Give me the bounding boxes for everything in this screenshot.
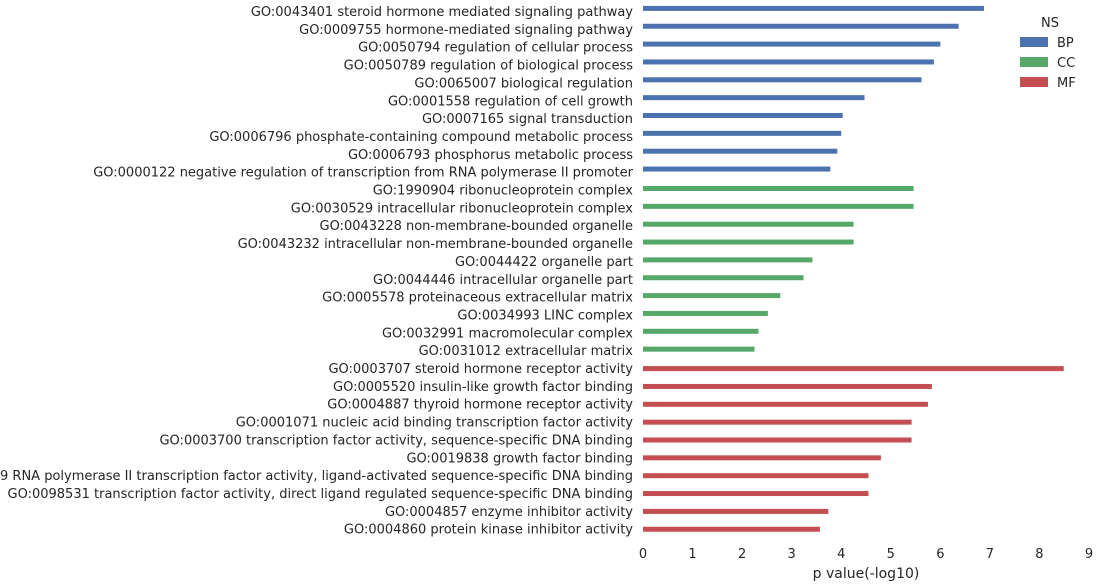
bar-12 <box>643 203 914 209</box>
bar-28 <box>643 491 869 497</box>
bar-1 <box>643 5 984 11</box>
category-label-7: GO:0007165 signal transduction <box>422 112 633 127</box>
x-axis-ticks: 0 1 2 3 4 5 6 7 8 9 <box>639 547 1093 562</box>
bar-13 <box>643 221 854 227</box>
legend-entries: BP CC MF <box>1020 36 1076 91</box>
bar-21 <box>643 366 1064 372</box>
category-label-30: GO:0004860 protein kinase inhibitor acti… <box>344 523 633 538</box>
category-label-19: GO:0032991 macromolecular complex <box>382 326 633 341</box>
category-label-9: GO:0006793 phosphorus metabolic process <box>348 148 633 163</box>
bar-15 <box>643 257 813 263</box>
bar-24 <box>643 419 912 425</box>
x-tick-label-4: 4 <box>837 547 845 562</box>
bar-2 <box>643 23 959 29</box>
bar-7 <box>643 113 843 118</box>
category-label-17: GO:0005578 proteinaceous extracellular m… <box>322 291 633 306</box>
category-label-25: GO:0003700 transcription factor activity… <box>159 433 633 448</box>
category-label-3: GO:0050794 regulation of cellular proces… <box>358 41 633 56</box>
bar-25 <box>643 437 912 443</box>
x-tick-label-5: 5 <box>887 547 895 562</box>
legend-label-cc: CC <box>1057 56 1075 71</box>
legend-label-bp: BP <box>1057 36 1074 51</box>
bar-29 <box>643 508 829 514</box>
bar-11 <box>643 186 914 191</box>
x-tick-label-8: 8 <box>1035 547 1043 562</box>
category-label-11: GO:1990904 ribonucleoprotein complex <box>373 184 634 199</box>
category-label-13: GO:0043228 non-membrane-bounded organell… <box>320 219 634 234</box>
category-label-20: GO:0031012 extracellular matrix <box>419 344 634 359</box>
category-label-4: GO:0050789 regulation of biological proc… <box>344 59 634 74</box>
category-label-1: GO:0043401 steroid hormone mediated sign… <box>251 5 633 20</box>
bar-10 <box>643 166 831 172</box>
bar-19 <box>643 328 759 334</box>
x-tick-label-9: 9 <box>1085 547 1093 562</box>
bar-3 <box>643 41 941 47</box>
x-tick-label-6: 6 <box>936 547 944 562</box>
x-tick-label-1: 1 <box>688 547 696 562</box>
category-label-2: GO:0009755 hormone-mediated signaling pa… <box>299 23 633 38</box>
category-label-8: GO:0006796 phosphate-containing compound… <box>209 130 633 145</box>
bar-22 <box>643 383 932 389</box>
category-label-6: GO:0001558 regulation of cell growth <box>388 94 633 109</box>
category-labels: GO:0043401 steroid hormone mediated sign… <box>0 5 634 538</box>
category-label-27: GO:0004879 RNA polymerase II transcripti… <box>0 469 633 484</box>
bar-9 <box>643 148 838 154</box>
bar-20 <box>643 346 755 352</box>
category-label-28: GO:0098531 transcription factor activity… <box>8 487 633 502</box>
legend-label-mf: MF <box>1057 76 1076 91</box>
category-label-22: GO:0005520 insulin-like growth factor bi… <box>333 380 633 395</box>
x-tick-label-2: 2 <box>738 547 746 562</box>
category-label-21: GO:0003707 steroid hormone receptor acti… <box>328 362 633 377</box>
category-label-16: GO:0044446 intracellular organelle part <box>373 273 633 288</box>
bar-5 <box>643 77 922 83</box>
bar-17 <box>643 293 781 299</box>
category-label-12: GO:0030529 intracellular ribonucleoprote… <box>291 201 634 216</box>
legend-swatch-mf <box>1020 77 1048 87</box>
category-label-18: GO:0034993 LINC complex <box>457 308 633 323</box>
category-label-29: GO:0004857 enzyme inhibitor activity <box>385 505 633 520</box>
bar-8 <box>643 130 842 136</box>
bar-16 <box>643 275 804 281</box>
bar-30 <box>643 526 820 532</box>
bar-14 <box>643 239 854 245</box>
x-tick-label-3: 3 <box>788 547 796 562</box>
bar-6 <box>643 95 865 101</box>
legend-swatch-bp <box>1020 37 1048 47</box>
x-axis-label: p value(-log10) <box>813 566 920 582</box>
legend-swatch-cc <box>1020 57 1048 67</box>
bar-27 <box>643 473 869 479</box>
bar-18 <box>643 310 768 316</box>
bar-4 <box>643 59 934 65</box>
bar-26 <box>643 455 881 461</box>
category-label-15: GO:0044422 organelle part <box>455 255 633 270</box>
category-label-24: GO:0001071 nucleic acid binding transcri… <box>236 416 634 431</box>
category-label-10: GO:0000122 negative regulation of transc… <box>93 166 633 181</box>
category-label-14: GO:0043232 intracellular non-membrane-bo… <box>238 237 633 252</box>
x-tick-label-7: 7 <box>986 547 994 562</box>
legend-title: NS <box>1041 16 1059 31</box>
category-label-26: GO:0019838 growth factor binding <box>406 451 633 466</box>
category-label-23: GO:0004887 thyroid hormone receptor acti… <box>327 398 633 413</box>
x-tick-label-0: 0 <box>639 547 647 562</box>
bar-23 <box>643 401 928 407</box>
category-label-5: GO:0065007 biological regulation <box>414 76 633 91</box>
legend: NS BP CC MF <box>1020 16 1076 91</box>
bars-layer <box>643 5 1064 532</box>
